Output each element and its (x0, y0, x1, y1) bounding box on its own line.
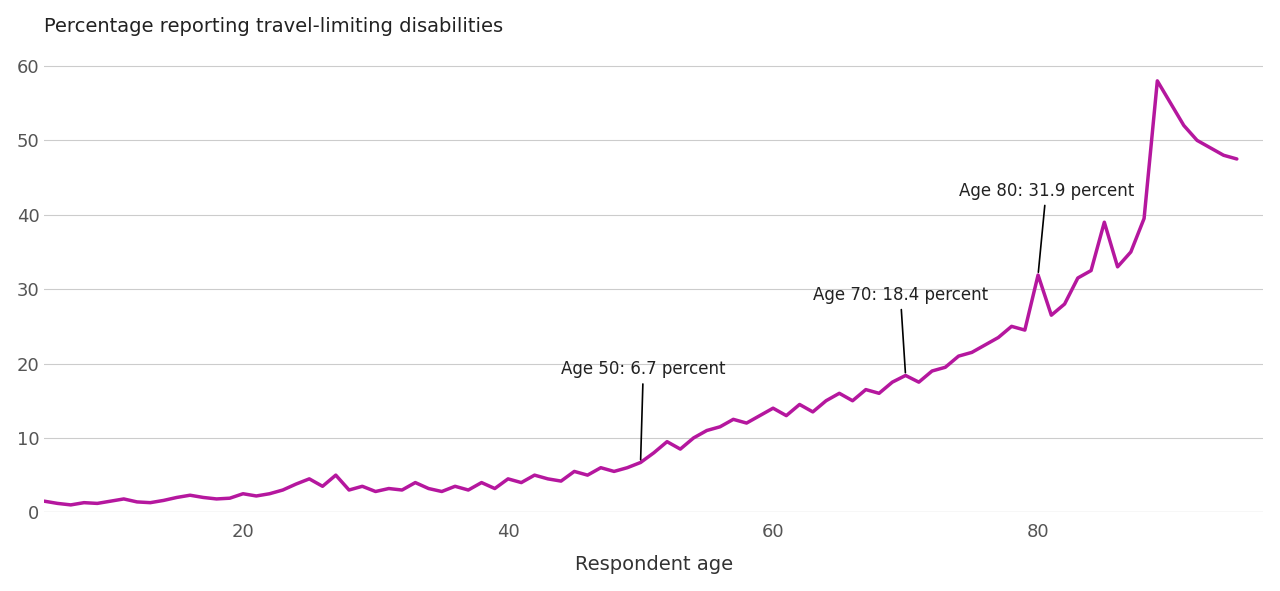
Text: Age 70: 18.4 percent: Age 70: 18.4 percent (813, 286, 988, 373)
Text: Age 50: 6.7 percent: Age 50: 6.7 percent (561, 361, 726, 460)
Text: Age 80: 31.9 percent: Age 80: 31.9 percent (959, 182, 1134, 272)
Text: Percentage reporting travel-limiting disabilities: Percentage reporting travel-limiting dis… (45, 17, 503, 35)
X-axis label: Respondent age: Respondent age (575, 556, 733, 574)
